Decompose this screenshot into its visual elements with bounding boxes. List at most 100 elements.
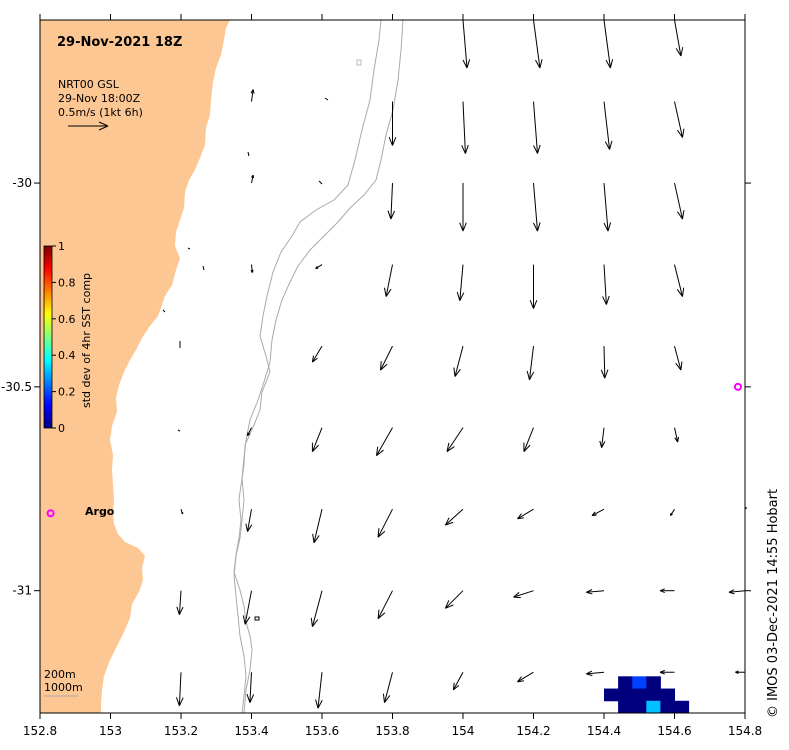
argo-markers	[46, 382, 742, 518]
current-arrow	[600, 346, 609, 379]
current-arrow	[452, 671, 464, 691]
current-arrow	[311, 345, 323, 363]
credit-text: © IMOS 03-Dec-2021 14:55 Hobart	[766, 489, 781, 718]
sst-cell	[632, 676, 647, 690]
x-tick-label: 154.8	[728, 724, 762, 738]
sst-cell	[660, 688, 675, 702]
contour-200m	[233, 19, 382, 714]
sst-cell	[632, 700, 647, 714]
current-arrows	[175, 19, 748, 709]
current-arrow	[456, 264, 465, 301]
colorbar-tick-label: 0.2	[58, 386, 76, 399]
current-arrow	[533, 183, 541, 232]
x-tick-label: 152.8	[23, 724, 57, 738]
current-arrow	[591, 508, 605, 517]
x-tick-label: 154	[452, 724, 475, 738]
current-arrow	[674, 264, 685, 297]
land-mass	[40, 20, 230, 713]
plot-area: Argo 152.8 153 153.2 153.4 153.6 153.8 154 154.…	[1, 14, 762, 738]
current-arrow	[315, 672, 323, 709]
contour-1000m	[233, 19, 404, 714]
colorbar-tick-label: 0	[58, 422, 65, 435]
small-contour-feature	[356, 59, 362, 66]
current-arrow	[603, 19, 614, 69]
legend-1000m: 1000m	[44, 681, 83, 694]
colorbar-tick-label: 0.4	[58, 349, 76, 362]
current-arrow	[526, 346, 535, 380]
current-arrow	[388, 101, 397, 146]
current-arrow	[674, 19, 684, 57]
sst-cell	[660, 700, 675, 714]
colorbar-tick-label: 1	[58, 240, 65, 253]
current-arrow	[659, 588, 675, 594]
current-arrow	[377, 590, 393, 620]
y-tick-label: -30.5	[1, 380, 32, 394]
current-arrow	[175, 672, 184, 707]
current-arrow	[529, 264, 538, 309]
legend-200m: 200m	[44, 668, 76, 681]
x-tick-label: 154.4	[587, 724, 621, 738]
x-tick-label: 153.8	[375, 724, 409, 738]
current-arrow	[453, 345, 464, 377]
current-arrow	[599, 427, 606, 448]
current-arrow	[674, 345, 683, 371]
sst-cell	[632, 688, 647, 702]
sst-cell	[646, 676, 661, 690]
current-arrow	[311, 427, 323, 452]
scale-arrow-icon	[68, 121, 109, 131]
current-arrow	[251, 174, 255, 184]
current-arrow	[380, 345, 393, 371]
current-arrow	[603, 101, 613, 150]
current-arrow	[376, 427, 393, 457]
current-arrow	[245, 509, 253, 532]
colorbar-ticks: 1 0.8 0.6 0.4 0.2 0	[52, 240, 76, 435]
argo-float-marker	[46, 509, 55, 518]
current-arrow	[246, 672, 255, 703]
current-arrow	[180, 509, 184, 515]
current-arrow	[461, 101, 469, 154]
x-tick-label: 153	[99, 724, 122, 738]
current-arrow	[674, 427, 680, 443]
coastal-dots	[162, 97, 329, 621]
current-arrow	[444, 508, 464, 526]
current-arrow	[517, 671, 534, 683]
current-arrow	[674, 182, 685, 220]
sst-std-layer	[604, 676, 690, 714]
current-arrow	[533, 19, 543, 69]
current-arrow	[659, 669, 675, 675]
product-label: NRT00 GSL	[58, 78, 120, 91]
current-arrow	[382, 672, 393, 703]
current-arrow	[250, 89, 255, 102]
argo-float-marker	[733, 382, 742, 391]
axis-ticks: 152.8 153 153.2 153.4 153.6 153.8 154 154.2 154.…	[1, 14, 762, 738]
current-arrow	[670, 508, 675, 516]
y-tick-label: -31	[12, 584, 32, 598]
current-arrow	[176, 590, 184, 615]
sst-cell	[646, 700, 661, 714]
current-arrow	[312, 509, 323, 544]
sst-cell	[618, 676, 633, 690]
current-arrow	[387, 183, 396, 220]
time-label: 29-Nov 18:00Z	[58, 92, 141, 105]
colorbar-tick-label: 0.6	[58, 313, 76, 326]
current-arrow	[462, 19, 471, 69]
current-arrow	[533, 101, 541, 154]
x-tick-label: 153.2	[164, 724, 198, 738]
colorbar	[43, 245, 53, 429]
sst-cell	[674, 700, 690, 714]
current-arrow	[513, 590, 534, 599]
current-arrow	[517, 508, 534, 520]
scale-label: 0.5m/s (1kt 6h)	[58, 106, 143, 119]
current-arrow	[446, 427, 464, 453]
current-arrow	[247, 427, 252, 437]
current-arrow	[603, 183, 612, 232]
current-arrow	[602, 264, 610, 305]
current-arrow	[242, 590, 252, 625]
colorbar-label: std dev of 4hr SST comp	[80, 273, 93, 408]
current-arrow	[586, 670, 605, 677]
current-arrow	[377, 508, 393, 538]
current-arrow	[735, 670, 745, 674]
x-tick-label: 154.6	[657, 724, 691, 738]
current-arrow	[728, 589, 746, 595]
